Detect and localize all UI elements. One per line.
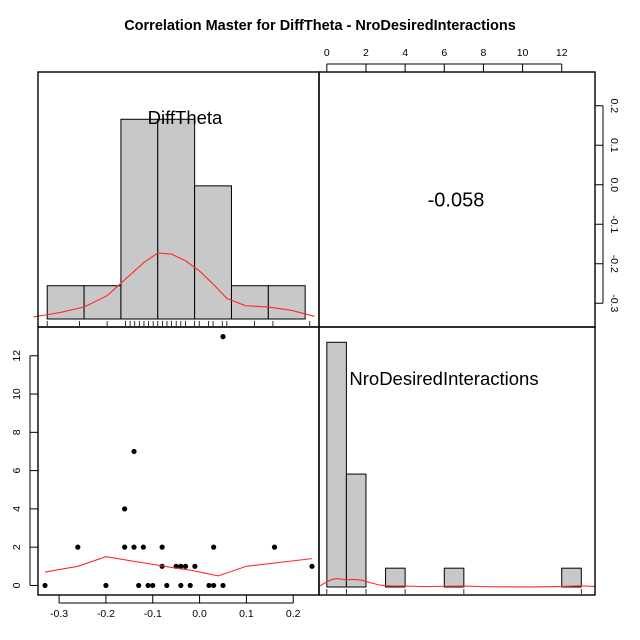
scatter-point xyxy=(211,544,217,550)
right-axis-tick-label: 0.2 xyxy=(608,98,620,113)
scatter-point xyxy=(159,544,165,550)
bottom-axis-tick-label: -0.3 xyxy=(50,608,68,620)
left-axis-tick-label: 4 xyxy=(11,506,23,512)
right-axis-tick-label: -0.3 xyxy=(608,294,620,312)
scatter-point xyxy=(103,582,109,589)
scatter-point xyxy=(122,506,128,512)
left-axis-tick-label: 12 xyxy=(11,350,23,362)
scatter-point xyxy=(131,448,137,455)
scatter-point xyxy=(206,582,212,589)
chart-title: Correlation Master for DiffTheta - NroDe… xyxy=(124,18,516,34)
correlation-value: -0.058 xyxy=(428,190,485,212)
scatter-point xyxy=(309,563,315,569)
density-curve xyxy=(318,578,596,588)
histogram-nrodesired: NroDesiredInteractions xyxy=(318,341,596,594)
scatter-point xyxy=(145,582,151,589)
scatter-point xyxy=(150,582,156,589)
left-axis: 0 2 4 6 8 10 12 xyxy=(11,350,38,588)
histogram-difftheta: DiffTheta xyxy=(33,107,315,326)
left-axis-tick-label: 6 xyxy=(11,468,23,474)
scatter-point xyxy=(75,544,81,550)
histogram-bar xyxy=(345,473,367,588)
bottom-axis-tick-label: 0.2 xyxy=(286,608,301,620)
right-axis: 0.2 0.1 0.0 -0.1 -0.2 -0.3 xyxy=(595,98,620,312)
diag-label: DiffTheta xyxy=(148,107,223,128)
right-axis-tick-label: 0.1 xyxy=(608,138,620,153)
top-axis-tick-label: 12 xyxy=(556,47,568,59)
top-axis-tick-label: 8 xyxy=(481,47,487,59)
bottom-axis-tick-label: -0.2 xyxy=(97,608,115,620)
panel-frame xyxy=(318,326,596,596)
top-axis: 0 2 4 6 8 10 12 xyxy=(324,47,568,72)
scatter-point xyxy=(131,544,137,550)
diag-label: NroDesiredInteractions xyxy=(349,368,538,389)
scatter-point xyxy=(164,582,170,589)
density-curve xyxy=(33,252,315,318)
bottom-axis-tick-label: 0.0 xyxy=(192,608,207,620)
histogram-bar xyxy=(157,118,196,320)
histogram-bar xyxy=(385,567,406,588)
scatter-point xyxy=(178,582,184,589)
panel-frame xyxy=(37,326,320,596)
right-axis-tick-label: -0.2 xyxy=(608,255,620,273)
lowess-curve xyxy=(44,556,313,577)
scatter-point xyxy=(42,582,48,589)
histogram-bar xyxy=(561,567,582,588)
left-axis-tick-label: 8 xyxy=(11,429,23,435)
left-axis-tick-label: 0 xyxy=(11,582,23,588)
scatter-point xyxy=(140,544,146,550)
scatter-point xyxy=(136,582,142,589)
histogram-bar xyxy=(267,285,306,320)
scatter-point xyxy=(220,582,226,589)
scatter-point xyxy=(182,563,189,569)
bottom-axis-tick-label: -0.1 xyxy=(144,608,162,620)
left-axis-tick-label: 10 xyxy=(11,388,23,400)
right-axis-tick-label: 0.0 xyxy=(608,177,620,192)
scatter-points xyxy=(42,334,315,589)
right-axis-tick-label: -0.1 xyxy=(608,215,620,233)
scatter-point xyxy=(187,582,193,589)
top-axis-tick-label: 4 xyxy=(402,47,408,59)
scatter-point xyxy=(211,582,217,589)
bottom-axis-tick-label: 0.1 xyxy=(239,608,254,620)
histogram-bar xyxy=(83,285,122,320)
top-axis-tick-label: 2 xyxy=(363,47,369,59)
scatter-point xyxy=(192,563,198,569)
histogram-bar xyxy=(194,185,232,320)
top-axis-tick-label: 6 xyxy=(441,47,447,59)
histogram-bar xyxy=(443,567,465,588)
histogram-bar xyxy=(120,118,159,320)
scatter-point xyxy=(271,544,278,550)
histogram-bar xyxy=(326,341,347,588)
scatter-point xyxy=(122,544,128,550)
scatter-point xyxy=(220,334,226,340)
scatter-point xyxy=(178,563,184,569)
bottom-axis: -0.3 -0.2 -0.1 0.0 0.1 0.2 xyxy=(50,595,301,620)
top-axis-tick-label: 0 xyxy=(324,47,330,59)
top-axis-tick-label: 10 xyxy=(517,47,529,59)
left-axis-tick-label: 2 xyxy=(11,544,23,550)
